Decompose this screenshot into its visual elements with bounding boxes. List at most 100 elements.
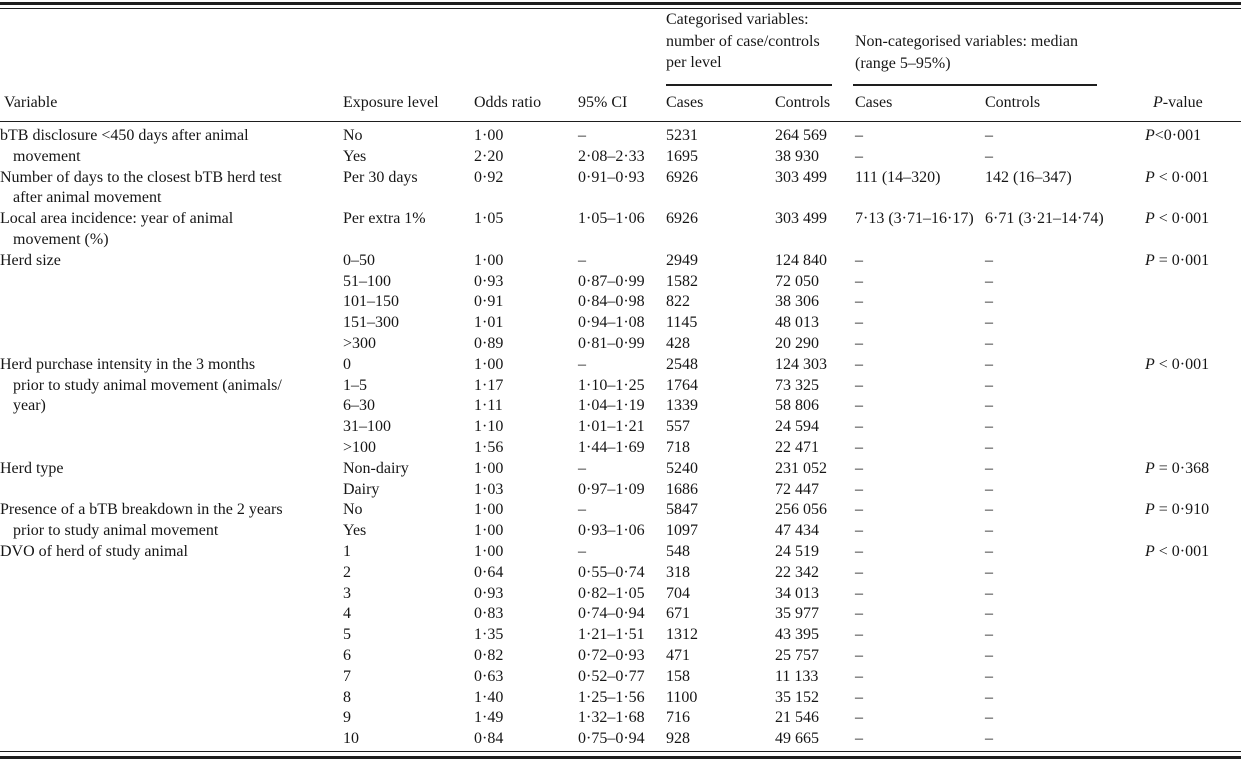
cell-cases-cat: 2548 (666, 355, 698, 373)
cell-controls-cat: 38 930 (775, 147, 819, 165)
cell-odds-ratio: 1·00 (474, 459, 504, 477)
cell-variable (0, 480, 343, 501)
cell-odds-ratio (474, 188, 578, 209)
cell-odds-ratio: 1·05 (474, 210, 504, 228)
cell-95ci: 1·44–1·69 (578, 438, 645, 456)
cell-controls-noncat: – (985, 542, 993, 560)
cell-cases-noncat: – (855, 626, 863, 644)
table-row: 4 0·83 0·74–0·94 671 35 977 – – (0, 604, 1241, 625)
cell-pvalue: P < 0·001 (1145, 168, 1210, 186)
cell-pvalue (1145, 646, 1241, 667)
cell-controls-cat: 73 325 (775, 376, 819, 394)
cell-odds-ratio: 0·93 (474, 272, 504, 290)
cell-variable (0, 625, 343, 646)
cell-cases-cat: 6926 (666, 210, 698, 228)
cell-controls-cat: 22 471 (775, 438, 819, 456)
cell-exposure-level: 0 (343, 355, 351, 373)
cell-cases-cat: 1312 (666, 626, 698, 644)
cell-variable: Herd purchase intensity in the 3 months (0, 355, 256, 373)
cell-variable (0, 604, 343, 625)
cell-pvalue (1145, 417, 1241, 438)
col-header-pvalue: P-value (1153, 94, 1203, 111)
cell-variable: DVO of herd of study animal (0, 542, 188, 560)
cell-controls-noncat: 6·71 (3·21–14·74) (985, 210, 1104, 228)
cell-95ci: 0·55–0·74 (578, 563, 645, 581)
table-body: bTB disclosure <450 days after animal No 1… (0, 126, 1241, 750)
cell-variable (0, 563, 343, 584)
cell-95ci: 1·25–1·56 (578, 688, 645, 706)
col-header-95ci: 95% CI (578, 94, 628, 111)
cell-cases-noncat: – (855, 438, 863, 456)
cell-controls-noncat: – (985, 334, 993, 352)
cell-95ci: 0·91–0·93 (578, 168, 645, 186)
table-row: Local area incidence: year of animal Per … (0, 209, 1241, 230)
cell-controls-noncat: – (985, 459, 993, 477)
cell-cases-noncat: – (855, 480, 863, 498)
cell-cases-noncat: – (855, 418, 863, 436)
cell-odds-ratio: 0·82 (474, 646, 504, 664)
cell-pvalue: P = 0·001 (1145, 251, 1210, 269)
cell-95ci: 0·94–1·08 (578, 314, 645, 332)
cell-cases-noncat (855, 230, 985, 251)
table-row: 8 1·40 1·25–1·56 1100 35 152 – – (0, 688, 1241, 709)
cell-controls-noncat: – (985, 667, 993, 685)
cell-95ci: 0·74–0·94 (578, 605, 645, 623)
cell-controls-noncat: – (985, 522, 993, 540)
spanner-noncategorised (853, 84, 1097, 86)
cell-exposure-level: 1–5 (343, 376, 367, 394)
cell-exposure-level: 9 (343, 709, 351, 727)
table-row: year) 6–30 1·11 1·04–1·19 1339 58 806 – – (0, 396, 1241, 417)
cell-controls-cat: 21 546 (775, 709, 819, 727)
cell-pvalue: P = 0·910 (1145, 501, 1210, 519)
cell-controls-cat (775, 230, 855, 251)
cell-cases-cat: 5847 (666, 501, 698, 519)
cell-95ci: 0·97–1·09 (578, 480, 645, 498)
cell-odds-ratio: 0·91 (474, 293, 504, 311)
cell-cases-noncat: – (855, 584, 863, 602)
cell-exposure-level: 51–100 (343, 272, 391, 290)
cell-pvalue (1145, 438, 1241, 459)
cell-odds-ratio: 2·20 (474, 147, 504, 165)
cell-controls-cat: 48 013 (775, 314, 819, 332)
cell-exposure-level: >300 (343, 334, 377, 352)
cell-odds-ratio: 0·92 (474, 168, 504, 186)
table-row: Herd size 0–50 1·00 – 2949 124 840 – – P = 0·001 (0, 251, 1241, 272)
cell-95ci: 1·21–1·51 (578, 626, 645, 644)
cell-exposure-level: 8 (343, 688, 351, 706)
cell-95ci: 1·05–1·06 (578, 210, 645, 228)
cell-cases-cat: 1145 (666, 314, 698, 332)
cell-95ci: – (578, 127, 586, 144)
cell-odds-ratio: 1·40 (474, 688, 504, 706)
cell-cases-noncat: – (855, 646, 863, 664)
group-header-line: number of case/controls (666, 32, 820, 50)
cell-exposure-level: 101–150 (343, 293, 399, 311)
cell-exposure-level: Yes (343, 522, 367, 540)
cell-exposure-level: 6–30 (343, 397, 375, 415)
group-header-line: Non-categorised variables: median (855, 33, 1079, 50)
cell-variable: Local area incidence: year of animal (0, 210, 234, 228)
col-header-exposure-level: Exposure level (343, 94, 439, 111)
cell-controls-noncat: – (985, 251, 993, 269)
group-header-noncategorised: Non-categorised variables: median (range… (855, 31, 1078, 74)
cell-odds-ratio: 1·10 (474, 418, 504, 436)
cell-cases-cat: 1764 (666, 376, 698, 394)
cell-controls-cat: 24 519 (775, 542, 819, 560)
col-header-cases-noncat: Cases (855, 94, 893, 111)
cell-exposure-level: 151–300 (343, 314, 399, 332)
cell-variable (0, 334, 343, 355)
cell-pvalue (1145, 729, 1241, 750)
cell-variable (0, 584, 343, 605)
table-row: 9 1·49 1·32–1·68 716 21 546 – – (0, 708, 1241, 729)
cell-cases-noncat: – (855, 542, 863, 560)
pvalue-italic-p: P (1145, 168, 1155, 186)
cell-exposure-level: No (343, 127, 363, 144)
cell-pvalue: P = 0·368 (1145, 459, 1210, 477)
cell-controls-noncat: – (985, 730, 993, 748)
cell-controls-cat: 231 052 (775, 459, 827, 477)
cell-controls-noncat: – (985, 438, 993, 456)
cell-pvalue (1145, 334, 1241, 355)
col-header-odds-ratio: Odds ratio (474, 94, 542, 111)
cell-pvalue (1145, 188, 1241, 209)
cell-pvalue (1145, 625, 1241, 646)
cell-95ci: – (578, 501, 586, 519)
